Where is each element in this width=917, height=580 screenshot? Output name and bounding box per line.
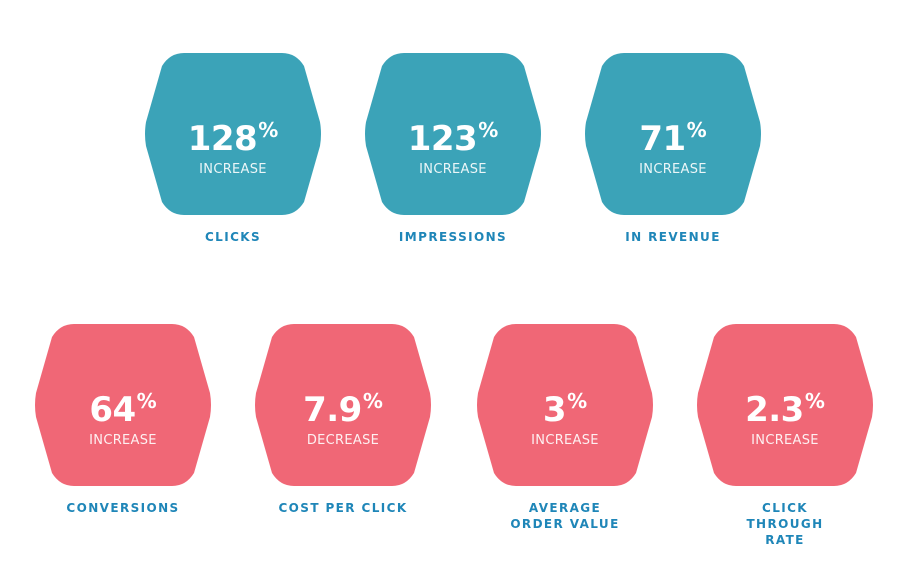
hexagon-badge: 123% INCREASE	[364, 53, 542, 215]
percent-sign: %	[136, 389, 157, 413]
stat-change-label: INCREASE	[639, 162, 707, 177]
stat-conversions: 64% INCREASE CONVERSIONS	[34, 324, 212, 516]
stat-click-through-rate: 2.3% INCREASE CLICK THROUGH RATE	[696, 324, 874, 548]
stat-impressions: 123% INCREASE IMPRESSIONS	[364, 53, 542, 245]
hexagon-badge: 3% INCREASE	[476, 324, 654, 486]
hexagon-badge: 64% INCREASE	[34, 324, 212, 486]
stat-change-label: INCREASE	[199, 162, 267, 177]
hexagon-shape	[697, 324, 873, 486]
stat-value: 3%	[542, 389, 588, 430]
hexagon-shape	[35, 324, 211, 486]
stat-caption: CLICKS	[204, 230, 262, 244]
hexagon-shape	[477, 324, 653, 486]
stat-average-order-value: 3% INCREASE AVERAGE ORDER VALUE	[476, 324, 654, 532]
stat-change-label: DECREASE	[306, 433, 380, 448]
stat-caption: COST PER CLICK	[278, 501, 408, 515]
stat-change-label: INCREASE	[89, 433, 157, 448]
hexagon-shape	[365, 53, 541, 215]
percent-sign: %	[362, 389, 383, 413]
hexagon-shape	[585, 53, 761, 215]
stat-caption: AVERAGE ORDER VALUE	[510, 501, 620, 531]
hexagon-shape	[145, 53, 321, 215]
stat-value: 7.9%	[303, 389, 383, 430]
stat-caption: CONVERSIONS	[66, 501, 180, 515]
percent-sign: %	[686, 118, 707, 142]
percent-sign: %	[567, 389, 588, 413]
stat-caption: IMPRESSIONS	[398, 230, 508, 244]
stat-caption: CLICK THROUGH RATE	[746, 501, 824, 547]
stat-value: 2.3%	[745, 389, 825, 430]
stat-revenue: 71% INCREASE IN REVENUE	[584, 53, 762, 245]
stat-value: 123%	[407, 118, 499, 159]
percent-sign: %	[258, 118, 279, 142]
stat-change-label: INCREASE	[751, 433, 819, 448]
percent-sign: %	[804, 389, 825, 413]
hexagon-badge: 7.9% DECREASE	[254, 324, 432, 486]
stat-value: 71%	[639, 118, 707, 159]
hexagon-badge: 2.3% INCREASE	[696, 324, 874, 486]
stat-value: 64%	[89, 389, 157, 430]
hexagon-badge: 71% INCREASE	[584, 53, 762, 215]
stat-cost-per-click: 7.9% DECREASE COST PER CLICK	[254, 324, 432, 516]
stat-change-label: INCREASE	[419, 162, 487, 177]
stat-clicks: 128% INCREASE CLICKS	[144, 53, 322, 245]
stat-caption: IN REVENUE	[625, 230, 721, 244]
hexagon-shape	[255, 324, 431, 486]
percent-sign: %	[478, 118, 499, 142]
stat-change-label: INCREASE	[531, 433, 599, 448]
stat-value: 128%	[187, 118, 279, 159]
hexagon-badge: 128% INCREASE	[144, 53, 322, 215]
